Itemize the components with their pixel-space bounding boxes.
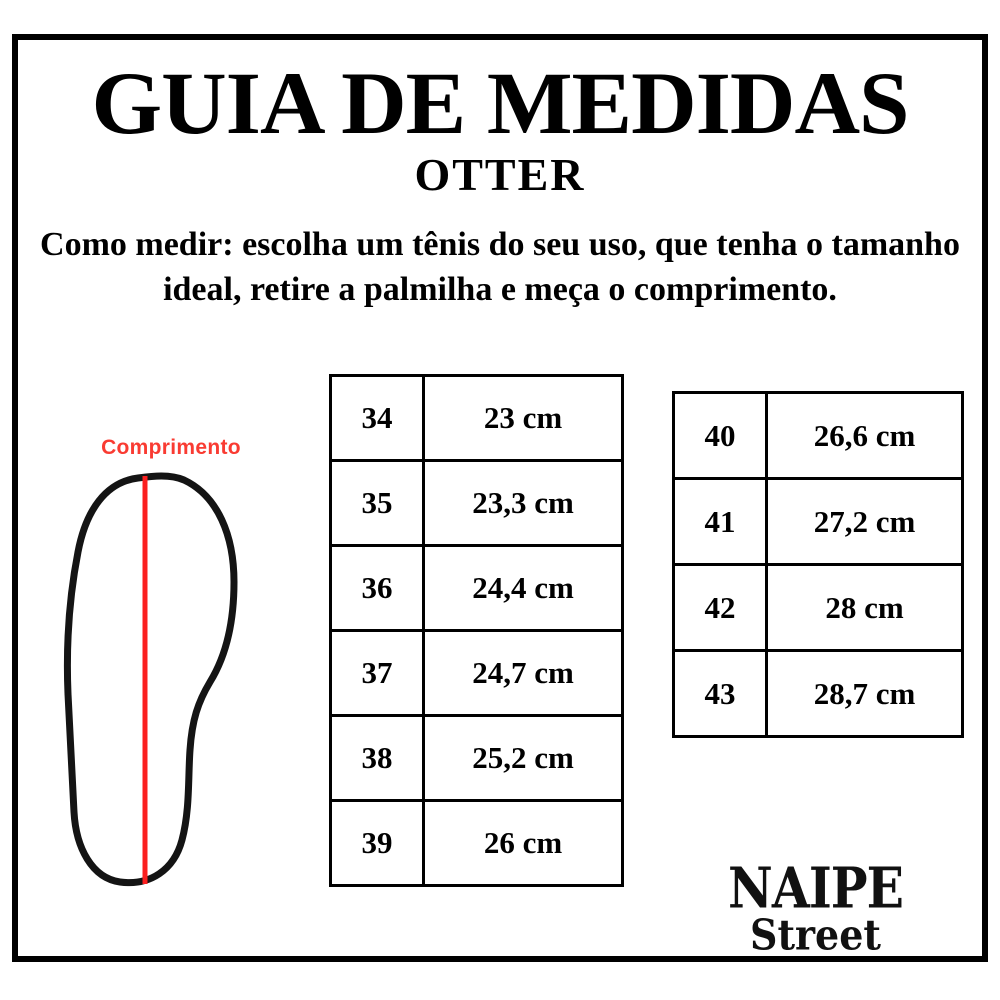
page-title: GUIA DE MEDIDAS (91, 55, 910, 153)
cell-size: 41 (672, 477, 768, 566)
insole-outline-icon (63, 472, 238, 887)
cell-length: 27,2 cm (765, 477, 964, 566)
table-row: 38 25,2 cm (329, 714, 624, 802)
table-row: 43 28,7 cm (672, 649, 964, 738)
cell-size: 37 (329, 629, 425, 717)
table-row: 40 26,6 cm (672, 391, 964, 480)
cell-size: 35 (329, 459, 425, 547)
cell-length: 25,2 cm (422, 714, 624, 802)
cell-size: 38 (329, 714, 425, 802)
table-row: 35 23,3 cm (329, 459, 624, 547)
table-row: 36 24,4 cm (329, 544, 624, 632)
cell-size: 40 (672, 391, 768, 480)
cell-length: 28 cm (765, 563, 964, 652)
table-row: 34 23 cm (329, 374, 624, 462)
cell-length: 24,4 cm (422, 544, 624, 632)
cell-length: 28,7 cm (765, 649, 964, 738)
table-row: 42 28 cm (672, 563, 964, 652)
table-row: 41 27,2 cm (672, 477, 964, 566)
logo-line-street: Street (750, 909, 881, 960)
cell-size: 43 (672, 649, 768, 738)
table-row: 37 24,7 cm (329, 629, 624, 717)
size-table-left: 34 23 cm 35 23,3 cm 36 24,4 cm 37 24,7 c… (329, 374, 624, 887)
cell-size: 34 (329, 374, 425, 462)
measuring-instructions: Como medir: escolha um tênis do seu uso,… (40, 226, 960, 309)
brand-logo: NAIPE Street (718, 860, 913, 969)
insole-diagram: Comprimento (46, 400, 296, 900)
cell-size: 36 (329, 544, 425, 632)
table-row: 39 26 cm (329, 799, 624, 887)
content-frame: GUIA DE MEDIDAS OTTER Como medir: escolh… (12, 34, 988, 962)
comprimento-label: Comprimento (101, 436, 241, 459)
cell-length: 23 cm (422, 374, 624, 462)
brand-subtitle: OTTER (414, 149, 586, 200)
size-table-right: 40 26,6 cm 41 27,2 cm 42 28 cm 43 28,7 c… (672, 391, 964, 738)
cell-length: 26 cm (422, 799, 624, 887)
cell-length: 24,7 cm (422, 629, 624, 717)
logo-line-naipe: NAIPE (728, 854, 904, 922)
cell-size: 42 (672, 563, 768, 652)
cell-length: 23,3 cm (422, 459, 624, 547)
cell-length: 26,6 cm (765, 391, 964, 480)
cell-size: 39 (329, 799, 425, 887)
